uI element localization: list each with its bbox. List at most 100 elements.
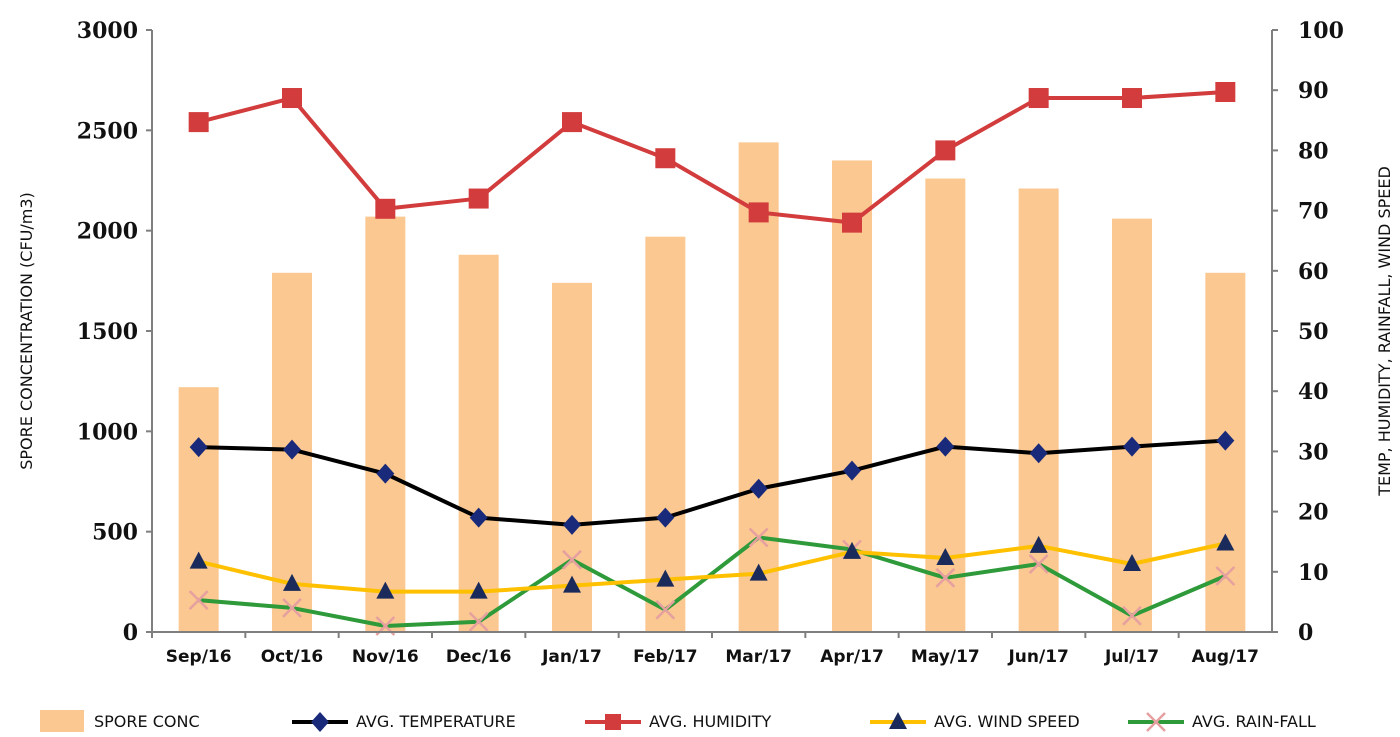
line-avg-rain-fall [198, 535, 1227, 628]
marker-avg-wind-speed [283, 573, 301, 591]
bar-group [178, 142, 1246, 633]
legend-label-avg-rain-fall: AVG. RAIN-FALL [1192, 712, 1316, 731]
x-tick-label: Nov/16 [352, 647, 419, 667]
y-tick-label-right: 90 [1298, 78, 1329, 104]
x-tick-label: Oct/16 [261, 647, 324, 667]
marker-avg-wind-speed [749, 563, 768, 581]
marker-avg-temperature [749, 478, 768, 499]
x-tick-label: Apr/17 [820, 647, 884, 667]
legend-label-avg-temperature: AVG. TEMPERATURE [356, 712, 516, 731]
marker-avg-temperature [469, 507, 488, 528]
marker-avg-humidity [1122, 88, 1142, 109]
marker-avg-wind-speed [1216, 533, 1235, 551]
y-tick-label-left: 2500 [77, 118, 138, 144]
marker-avg-humidity [842, 212, 862, 233]
marker-avg-humidity [655, 148, 676, 169]
y-ticks-right: 0 10 20 30 40 50 60 70 80 90 100 [1272, 18, 1344, 646]
marker-avg-humidity [748, 202, 769, 223]
bar-spore-4 [552, 282, 592, 632]
legend: SPORE CONC AVG. TEMPERATURE AVG. HUMIDITY A… [40, 710, 1316, 732]
x-tick-label: Dec/16 [446, 647, 512, 667]
marker-avg-temperature [656, 507, 675, 528]
y-tick-label-right: 0 [1298, 620, 1313, 646]
bar-spore-2 [365, 216, 406, 632]
marker-avg-humidity [1215, 82, 1236, 103]
marker-avg-rain-fall [748, 527, 769, 548]
marker-avg-rain-fall [655, 599, 676, 620]
marker-avg-rain-fall [282, 598, 302, 618]
marker-avg-rain-fall [188, 590, 209, 610]
legend-label-avg-humidity: AVG. HUMIDITY [649, 712, 772, 731]
y-axis-title-left: SPORE CONCENTRATION (CFU/m3) [17, 192, 36, 470]
marker-avg-temperature [843, 460, 861, 481]
legend-swatch-spore-conc [40, 710, 84, 732]
marker-avg-wind-speed [1029, 535, 1048, 553]
y-tick-label-right: 70 [1298, 199, 1329, 225]
x-tick-label: Sep/16 [166, 647, 232, 667]
marker-avg-humidity [375, 198, 396, 219]
marker-avg-humidity [562, 112, 582, 133]
y-tick-label-left: 2000 [77, 219, 138, 245]
y-tick-label-right: 20 [1298, 500, 1329, 526]
marker-avg-rain-fall [1122, 605, 1142, 626]
marker-avg-humidity [935, 140, 956, 161]
marker-avg-wind-speed [656, 569, 675, 587]
y-tick-label-right: 50 [1298, 319, 1329, 345]
bar-spore-9 [1018, 188, 1059, 632]
bar-spore-3 [458, 254, 499, 632]
marker-avg-wind-speed [469, 581, 488, 599]
marker-avg-wind-speed [189, 551, 208, 569]
y-axis-title-right: TEMP, HUMIDITY, RAINFALL, WIND SPEED [1375, 166, 1394, 497]
legend-marker-avg-wind-speed [889, 712, 907, 729]
marker-avg-rain-fall [1215, 566, 1236, 586]
y-tick-label-right: 10 [1298, 560, 1329, 586]
line-avg-wind-speed [198, 541, 1226, 594]
x-tick-label: Aug/17 [1192, 647, 1259, 667]
marker-avg-humidity [188, 112, 209, 133]
legend-marker-avg-humidity [605, 714, 621, 730]
legend-marker-avg-temperature [311, 712, 329, 732]
marker-avg-humidity [282, 88, 302, 109]
marker-avg-temperature [1123, 436, 1141, 457]
x-tick-label: Mar/17 [725, 647, 792, 667]
line-group [188, 82, 1236, 636]
x-tick-label: Jun/17 [1007, 647, 1068, 667]
axes [151, 30, 1273, 633]
marker-avg-rain-fall [935, 567, 956, 588]
y-tick-label-right: 100 [1298, 18, 1344, 44]
bar-spore-0 [178, 387, 219, 632]
marker-avg-wind-speed [936, 547, 955, 565]
y-tick-label-right: 80 [1298, 138, 1329, 164]
y-tick-label-right: 60 [1298, 259, 1329, 285]
marker-avg-temperature [563, 514, 581, 535]
legend-label-spore-conc: SPORE CONC [94, 712, 200, 731]
y-tick-label-left: 3000 [77, 18, 138, 44]
y-tick-label-right: 40 [1298, 379, 1329, 405]
x-ticks: Sep/16 Oct/16 Nov/16 Dec/16 Jan/17 Feb/17 Mar/… [151, 632, 1259, 667]
marker-avg-temperature [189, 437, 208, 458]
marker-avg-temperature [1029, 443, 1048, 464]
bar-spore-11 [1205, 272, 1246, 632]
y-tick-label-left: 500 [92, 520, 138, 546]
y-ticks-left: 0 500 1000 1500 2000 2500 3000 [77, 18, 152, 646]
marker-avg-wind-speed [1123, 553, 1141, 571]
marker-avg-wind-speed [843, 541, 861, 559]
marker-avg-temperature [1216, 430, 1235, 451]
bar-spore-5 [645, 236, 686, 633]
legend-marker-avg-rain-fall [1146, 712, 1166, 732]
y-tick-label-left: 0 [123, 620, 138, 646]
marker-avg-rain-fall [468, 611, 489, 632]
marker-avg-temperature [283, 439, 301, 460]
x-tick-label: May/17 [911, 647, 980, 667]
marker-avg-wind-speed [376, 581, 395, 599]
line-avg-humidity [198, 90, 1226, 225]
marker-avg-rain-fall [562, 549, 582, 570]
y-tick-label-right: 30 [1298, 439, 1329, 465]
legend-label-avg-wind-speed: AVG. WIND SPEED [934, 712, 1080, 731]
marker-avg-humidity [1028, 88, 1049, 109]
marker-avg-temperature [936, 436, 955, 457]
marker-avg-rain-fall [1028, 554, 1049, 574]
marker-avg-temperature [376, 463, 395, 484]
marker-avg-wind-speed [563, 575, 581, 593]
